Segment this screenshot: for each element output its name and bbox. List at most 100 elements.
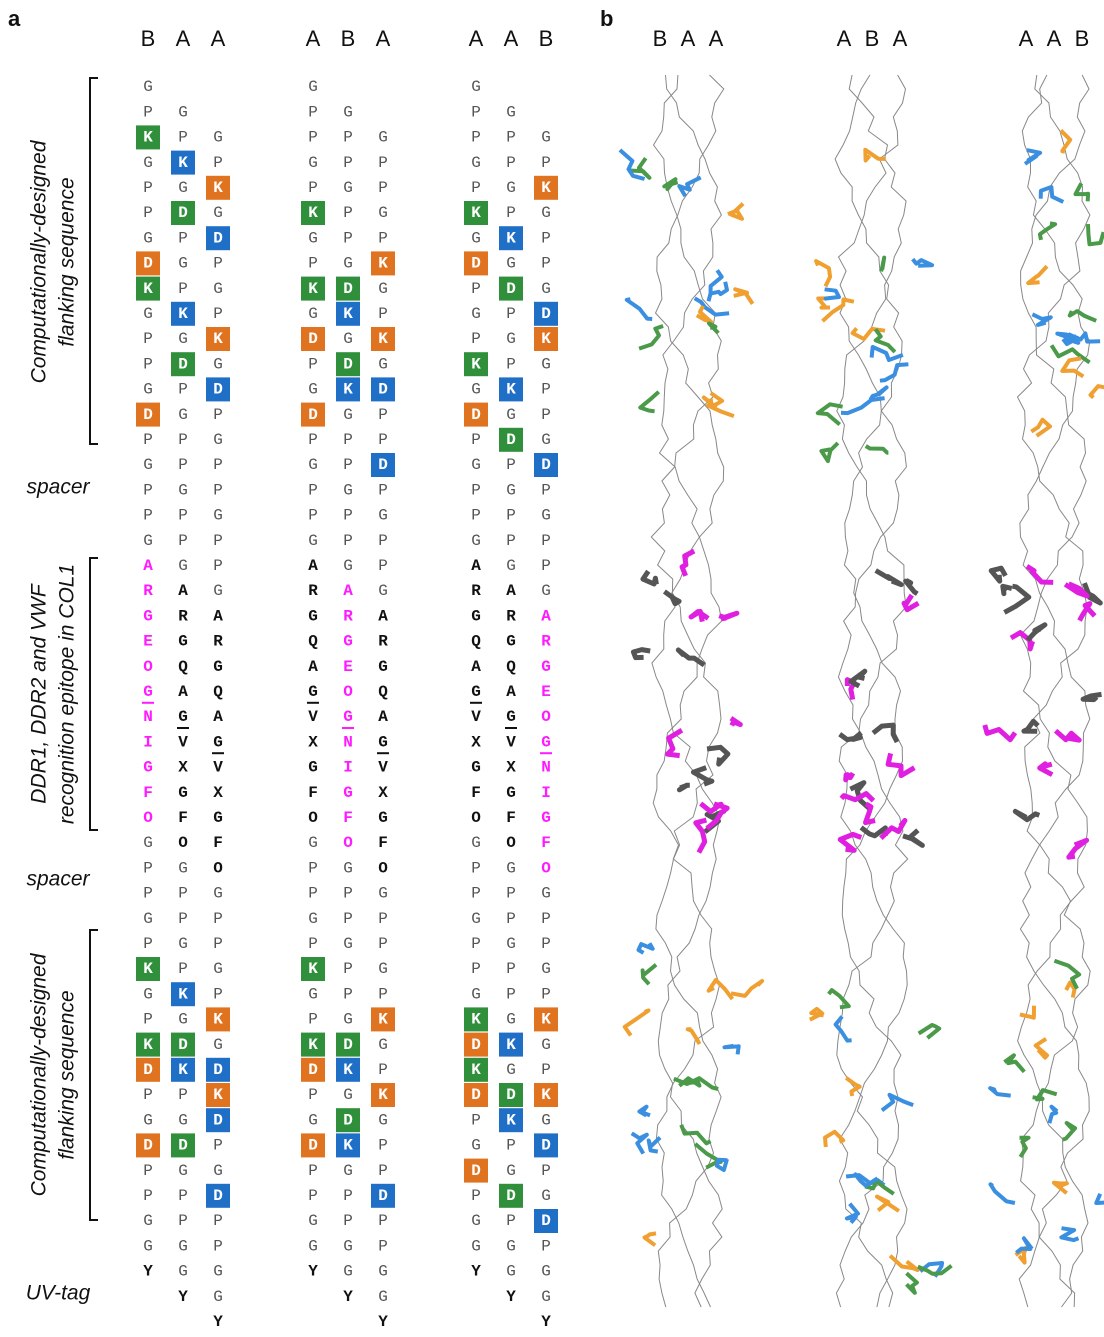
side-chain: [851, 671, 865, 686]
uv-tag: Y: [378, 1313, 388, 1331]
epitope-residue: G: [213, 733, 223, 751]
residue: P: [308, 859, 318, 877]
residue: P: [178, 532, 188, 550]
residue: P: [213, 910, 223, 928]
epitope-residue: G: [471, 683, 481, 701]
residue: G: [506, 1263, 516, 1281]
epitope-residue: V: [178, 733, 188, 751]
residue: P: [378, 1212, 388, 1230]
side-chain: [1036, 1039, 1047, 1058]
epitope-residue: G: [506, 784, 516, 802]
side-chain: [1040, 764, 1053, 775]
residue: P: [308, 103, 318, 121]
residue: P: [471, 280, 481, 298]
residue: G: [471, 381, 481, 399]
residue: D: [308, 1137, 318, 1155]
side-chain: [691, 611, 708, 621]
residue: P: [143, 1086, 153, 1104]
residue: D: [343, 1036, 353, 1054]
epitope-residue: V: [213, 759, 223, 777]
epitope-residue: G: [343, 784, 353, 802]
residue: G: [506, 330, 516, 348]
side-chain: [918, 1266, 952, 1274]
residue: P: [343, 229, 353, 247]
residue: G: [506, 859, 516, 877]
side-chain: [1063, 1123, 1075, 1140]
residue: P: [541, 406, 551, 424]
side-chain: [696, 820, 707, 853]
residue: G: [343, 557, 353, 575]
residue: G: [308, 1212, 318, 1230]
epitope-residue: G: [308, 607, 318, 625]
epitope-residue: Q: [308, 633, 318, 651]
residue: P: [308, 1187, 318, 1205]
epitope-residue: F: [541, 834, 551, 852]
residue: P: [143, 103, 153, 121]
residue: P: [213, 406, 223, 424]
side-chain: [679, 785, 689, 790]
strand-header: B: [141, 26, 156, 51]
epitope-residue: R: [213, 633, 223, 651]
side-chain: [1091, 386, 1104, 398]
side-chain: [825, 289, 839, 299]
residue: G: [308, 985, 318, 1003]
backbone: [1019, 75, 1090, 1307]
residue: K: [178, 985, 188, 1003]
residue: D: [506, 1187, 516, 1205]
side-chain: [872, 347, 903, 360]
residue: G: [506, 103, 516, 121]
residue: K: [471, 204, 481, 222]
residue: P: [378, 179, 388, 197]
residue: P: [471, 1111, 481, 1129]
epitope-residue: F: [343, 809, 353, 827]
residue: K: [541, 1086, 551, 1104]
epitope-residue: O: [143, 658, 153, 676]
epitope-residue: A: [213, 708, 223, 726]
residue: G: [506, 1162, 516, 1180]
epitope-residue: V: [308, 708, 318, 726]
residue: D: [506, 1086, 516, 1104]
residue: G: [471, 1237, 481, 1255]
side-chain: [990, 1088, 1011, 1096]
residue: D: [178, 1036, 188, 1054]
strand-header: A: [469, 26, 484, 51]
bracket: [90, 930, 98, 1220]
residue: G: [343, 1162, 353, 1180]
residue: G: [343, 1011, 353, 1029]
side-chain: [1004, 1055, 1024, 1072]
epitope-residue: O: [178, 834, 188, 852]
panel-letter: b: [600, 6, 613, 31]
epitope-residue: G: [143, 759, 153, 777]
residue: P: [541, 1237, 551, 1255]
residue: G: [541, 885, 551, 903]
residue: G: [541, 280, 551, 298]
residue: G: [471, 456, 481, 474]
epitope-residue: R: [178, 607, 188, 625]
epitope-residue: Q: [378, 683, 388, 701]
epitope-residue: A: [541, 607, 551, 625]
residue: K: [213, 330, 223, 348]
residue: P: [308, 179, 318, 197]
residue: P: [471, 960, 481, 978]
side-chain: [865, 150, 886, 161]
residue: P: [213, 985, 223, 1003]
side-chain: [919, 1025, 940, 1038]
side-chain: [877, 1197, 899, 1211]
epitope-residue: N: [343, 733, 353, 751]
side-chain: [717, 1159, 728, 1170]
residue: P: [308, 355, 318, 373]
residue: P: [308, 255, 318, 273]
residue: G: [471, 834, 481, 852]
epitope-residue: O: [541, 859, 551, 877]
residue: K: [213, 1086, 223, 1104]
residue: G: [213, 431, 223, 449]
residue: P: [378, 910, 388, 928]
epitope-residue: G: [471, 759, 481, 777]
residue: P: [143, 1162, 153, 1180]
strand-header: A: [893, 26, 908, 51]
residue: P: [541, 1162, 551, 1180]
residue: G: [213, 1288, 223, 1306]
residue: P: [343, 507, 353, 525]
side-chain: [643, 965, 657, 985]
residue: P: [471, 859, 481, 877]
